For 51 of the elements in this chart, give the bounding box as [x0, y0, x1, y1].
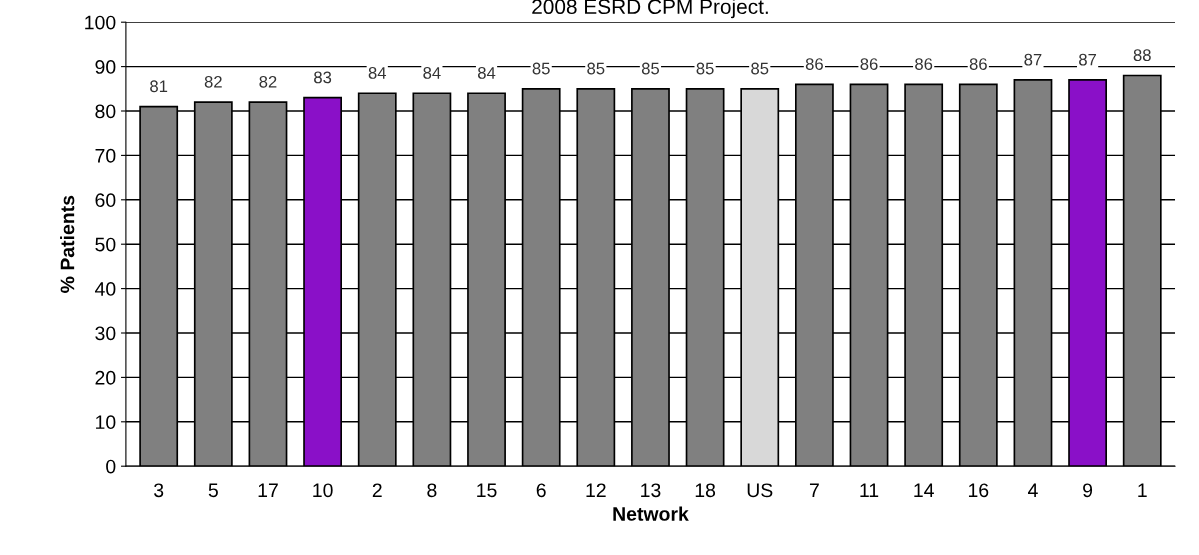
x-tick-label: 5 [208, 483, 218, 498]
x-tick-label: 10 [313, 483, 333, 498]
x-tick-label: 12 [586, 483, 606, 497]
x-tick-label: 16 [968, 483, 989, 498]
y-tick-label: 10 [96, 415, 116, 430]
data-label: 85 [751, 62, 769, 75]
y-tick-label: 0 [106, 459, 116, 474]
data-label: 85 [587, 62, 605, 75]
x-tick-label: 7 [809, 483, 819, 497]
x-axis-title: Network [613, 506, 689, 521]
y-tick-label: 60 [95, 193, 116, 208]
y-tick-label: 50 [95, 237, 116, 252]
data-label: 84 [368, 67, 387, 79]
y-axis-title: % Patients [60, 195, 75, 293]
y-tick-label: 30 [95, 326, 116, 341]
data-label: 87 [1079, 53, 1097, 66]
y-tick-label: 100 [85, 15, 116, 30]
x-tick-label: 6 [536, 483, 546, 498]
data-label: 81 [150, 80, 168, 93]
x-tick-label: 14 [914, 483, 934, 497]
data-label: 86 [969, 58, 987, 70]
x-tick-label: 4 [1027, 483, 1038, 497]
data-label: 88 [1133, 49, 1151, 62]
y-tick-label: 80 [95, 104, 116, 119]
data-label: 84 [423, 67, 441, 79]
data-label: 87 [1024, 53, 1042, 66]
y-tick-label: 40 [94, 282, 116, 296]
x-tick-label: 8 [427, 483, 437, 498]
data-label: 86 [860, 58, 878, 70]
data-label: 85 [641, 62, 660, 75]
data-label: 84 [477, 67, 496, 79]
x-tick-label: 2 [372, 483, 382, 497]
x-tick-label: 11 [860, 483, 879, 497]
x-tick-label: 9 [1083, 483, 1093, 498]
data-label: 82 [259, 75, 277, 88]
x-tick-label: 15 [477, 483, 497, 498]
y-tick-label: 20 [95, 370, 116, 385]
data-label: 86 [805, 58, 823, 70]
x-tick-label: 13 [641, 483, 661, 498]
data-label: 85 [696, 62, 714, 75]
data-label: 86 [915, 58, 933, 70]
data-label: 82 [204, 75, 222, 88]
y-tick-label: 70 [95, 148, 116, 163]
x-tick-label: 3 [154, 483, 164, 498]
y-tick-label: 90 [95, 60, 116, 74]
x-tick-label: US [747, 483, 773, 498]
x-tick-label: 1 [1138, 483, 1147, 497]
x-tick-label: 18 [695, 483, 716, 498]
data-label: 83 [314, 71, 332, 84]
data-label: 85 [532, 62, 550, 75]
x-tick-label: 17 [258, 483, 278, 497]
